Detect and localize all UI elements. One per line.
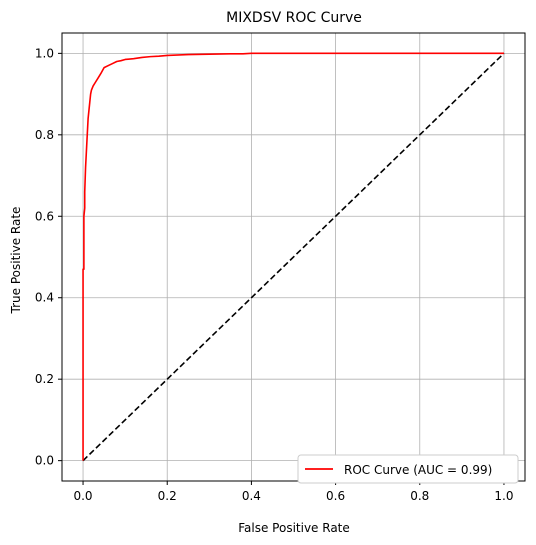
y-tick-label: 0.8	[35, 128, 54, 142]
x-tick-label: 1.0	[494, 489, 513, 503]
chart-title: MIXDSV ROC Curve	[226, 10, 362, 26]
x-tick-label: 0.6	[326, 489, 345, 503]
legend-entry-roc: ROC Curve (AUC = 0.99)	[344, 463, 492, 477]
x-axis-label: False Positive Rate	[238, 521, 350, 535]
ticks: 0.0 0.2 0.4 0.6 0.8 1.0 0.0 0.2 0.4 0.6 0.8 1.0	[35, 46, 514, 503]
y-axis-label: True Positive Rate	[9, 207, 23, 315]
x-tick-label: 0.4	[242, 489, 261, 503]
y-tick-label: 0.2	[35, 372, 54, 386]
random-chance-line	[82, 52, 505, 462]
legend: ROC Curve (AUC = 0.99)	[297, 454, 519, 484]
y-tick-label: 0.4	[35, 291, 54, 305]
legend-box	[297, 454, 519, 484]
y-tick-label: 0.6	[35, 209, 54, 223]
roc-curve-line	[82, 52, 504, 461]
x-tick-label: 0.2	[158, 489, 177, 503]
y-tick-label: 1.0	[35, 46, 54, 60]
series-layer	[82, 52, 505, 462]
grid	[62, 33, 525, 481]
x-tick-label: 0.0	[73, 489, 92, 503]
plot-frame	[61, 32, 526, 482]
x-tick-label: 0.8	[410, 489, 429, 503]
y-tick-label: 0.0	[35, 454, 54, 468]
